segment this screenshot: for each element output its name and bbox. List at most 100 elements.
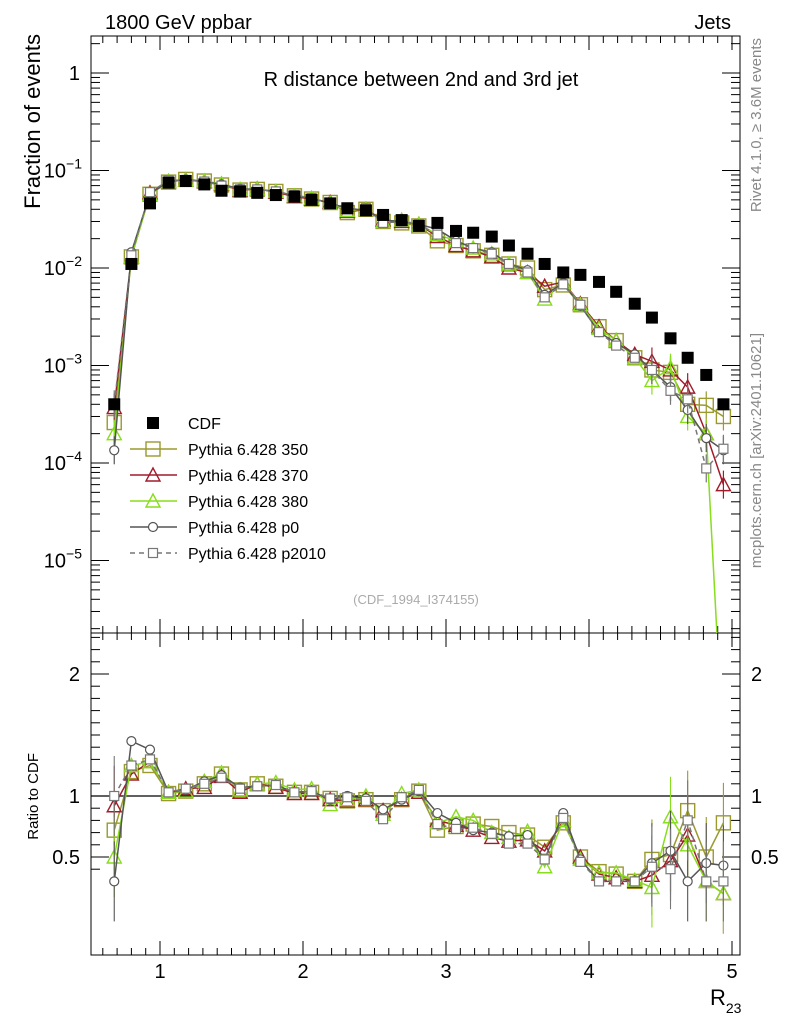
ratio-point — [377, 814, 389, 825]
data-point — [215, 184, 228, 197]
series-point — [643, 372, 661, 388]
data-point — [431, 216, 444, 229]
ratio-point — [539, 854, 550, 865]
data-point — [162, 176, 175, 189]
ratio-point — [163, 787, 174, 798]
ratio-point — [109, 790, 120, 802]
ratio-axis-ticks: 1 2 3 4 5 2 2 1 1 0.5 0.5 — [52, 633, 779, 983]
data-point — [574, 268, 587, 281]
data-point — [341, 202, 354, 215]
y-tick-label: 10−3 — [44, 351, 82, 378]
data-point — [251, 186, 264, 199]
data-point — [610, 285, 623, 298]
legend-marker — [147, 547, 159, 559]
ratio-series-4 — [109, 754, 729, 922]
ratio-point — [289, 787, 300, 798]
series-point — [611, 340, 622, 351]
legend-label: CDF — [188, 416, 221, 433]
data-point — [198, 178, 211, 191]
ratio-point — [611, 876, 622, 887]
series-point — [522, 267, 533, 278]
data-point — [269, 189, 282, 202]
legend-label: Pythia 6.428 380 — [188, 494, 308, 511]
series-point — [698, 397, 714, 414]
ratio-point — [377, 804, 389, 815]
x-tick-label: 4 — [583, 961, 594, 983]
legend: CDF Pythia 6.428 350 Pythia 6.428 370 Pythi… — [130, 416, 326, 563]
legend-marker — [144, 466, 162, 482]
ratio-tick-label: 1 — [69, 786, 80, 808]
legend-item: Pythia 6.428 350 — [130, 441, 308, 459]
ratio-point — [718, 876, 729, 887]
data-point — [521, 247, 534, 260]
series-point — [718, 443, 729, 454]
legend-marker — [144, 492, 162, 508]
y-tick-label: 10−1 — [44, 156, 82, 183]
data-point — [412, 219, 425, 232]
ratio-point — [180, 783, 191, 794]
x-axis-label: R23 — [710, 985, 742, 1016]
data-point — [664, 332, 677, 345]
legend-marker — [147, 417, 159, 429]
legend-label: Pythia 6.428 p0 — [188, 520, 299, 537]
ratio-point — [432, 807, 443, 819]
y-axis-label: Fraction of events — [20, 34, 45, 209]
series-point — [646, 364, 658, 376]
series-point — [715, 476, 732, 492]
data-point — [395, 214, 408, 227]
series-point — [539, 292, 550, 303]
ratio-point — [270, 779, 281, 791]
x-tick-label: 1 — [154, 961, 165, 983]
ratio-point — [321, 796, 339, 812]
data-series — [108, 175, 730, 411]
ratio-point — [252, 781, 263, 792]
ratio-point — [199, 778, 210, 789]
y-tick-label: 1 — [69, 63, 80, 85]
ratio-frame — [90, 632, 741, 956]
mcplots-label: mcplots.cern.ch [arXiv:2401.10621] — [748, 333, 765, 568]
series-point — [665, 385, 676, 396]
data-point — [377, 208, 390, 221]
series-point — [144, 187, 156, 198]
x-axis-label-main: R — [710, 985, 726, 1010]
series-point — [109, 445, 120, 456]
ratio-point — [593, 876, 605, 887]
legend-label: Pythia 6.428 p2010 — [188, 546, 326, 563]
ratio-point — [342, 792, 353, 803]
ratio-point — [629, 876, 640, 887]
ratio-point — [522, 829, 533, 841]
data-point — [538, 257, 551, 270]
x-tick-label: 5 — [726, 961, 737, 983]
ratio-tick-label-right: 0.5 — [751, 847, 779, 869]
ratio-point — [109, 876, 120, 887]
series-point — [558, 279, 569, 290]
ratio-point — [468, 822, 479, 833]
ratio-point — [126, 760, 137, 771]
rivet-label: Rivet 4.1.0, ≥ 3.6M events — [748, 38, 765, 212]
series-point — [701, 463, 712, 474]
x-axis-label-sub: 23 — [726, 1000, 742, 1016]
data-point — [324, 197, 337, 210]
legend-marker — [147, 521, 159, 533]
series-point — [503, 258, 515, 270]
ratio-point — [486, 828, 497, 839]
data-point — [125, 257, 138, 270]
ratio-point — [216, 772, 227, 783]
y-tick-label: 10−4 — [44, 448, 82, 475]
data-point — [305, 193, 318, 206]
header-left: 1800 GeV ppbar — [105, 12, 252, 34]
data-point — [108, 398, 121, 411]
main-axis-ticks: 1 10−1 10−2 10−3 10−4 10−5 — [44, 36, 740, 633]
data-point — [179, 175, 192, 188]
data-point — [717, 398, 730, 411]
ratio-tick-label: 2 — [69, 664, 80, 686]
ratio-point — [360, 795, 372, 806]
ratio-point — [558, 812, 569, 824]
legend-item: Pythia 6.428 370 — [130, 466, 308, 485]
legend-item: Pythia 6.428 p2010 — [130, 546, 326, 563]
data-point — [628, 297, 641, 310]
legend-item: CDF — [147, 416, 221, 433]
ratio-tick-label: 0.5 — [52, 847, 80, 869]
series-point — [575, 299, 586, 310]
ratio-point — [432, 818, 443, 830]
